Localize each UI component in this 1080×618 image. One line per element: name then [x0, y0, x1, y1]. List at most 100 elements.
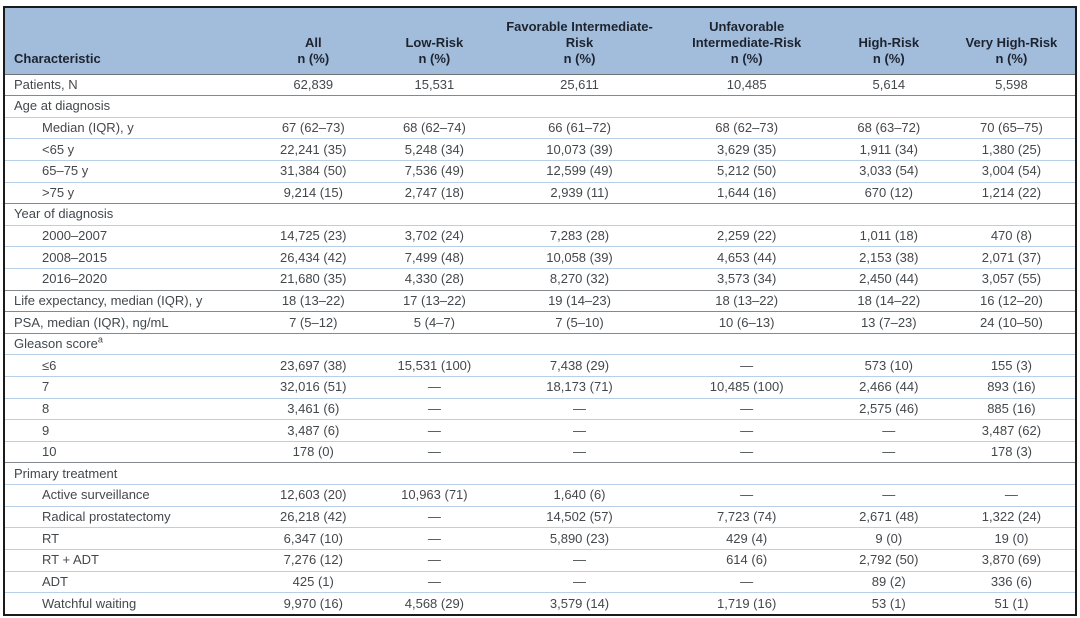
- data-cell: 7,499 (48): [373, 246, 496, 269]
- data-cell: 10,485 (100): [663, 376, 830, 399]
- data-cell: 5,890 (23): [495, 527, 664, 550]
- data-cell: 5 (4–7): [373, 311, 496, 334]
- data-cell: 3,702 (24): [373, 225, 496, 248]
- data-cell: —: [373, 571, 496, 594]
- column-header-high-risk: High-Risk n (%): [829, 8, 948, 75]
- table-row: 2000–2007 14,725 (23) 3,702 (24) 7,283 (28)…: [5, 225, 1075, 248]
- row-label: Primary treatment: [5, 462, 254, 486]
- data-cell: 2,450 (44): [829, 268, 948, 291]
- data-cell: 2,671 (48): [829, 506, 948, 529]
- data-cell: 1,214 (22): [947, 182, 1075, 205]
- data-cell: 32,016 (51): [253, 376, 374, 399]
- data-cell: 155 (3): [947, 354, 1075, 378]
- footnote-marker: a: [97, 334, 103, 345]
- data-cell: 3,487 (62): [947, 419, 1075, 442]
- data-cell: 7,438 (29): [495, 354, 664, 378]
- data-cell: 1,719 (16): [717, 595, 777, 611]
- column-header-all: All n (%): [253, 8, 374, 75]
- data-cell: 12,599 (49): [495, 160, 664, 183]
- data-cell: 1,640 (6): [495, 484, 664, 507]
- data-cell: 7,283 (28): [495, 225, 664, 248]
- data-cell: [829, 333, 948, 356]
- table-row: 7 32,016 (51) —18,173 (71) 10,485 (100) 2,46…: [5, 376, 1075, 399]
- data-cell: —: [495, 398, 664, 421]
- data-cell: 2,466 (44): [829, 376, 948, 399]
- data-cell: 31,384 (50): [253, 160, 374, 183]
- column-label: Low-Risk: [405, 34, 464, 50]
- data-cell: 18,173 (71): [495, 376, 664, 399]
- data-cell: 16 (12–20): [947, 290, 1075, 313]
- data-cell: —: [829, 419, 948, 442]
- row-label: 2008–2015: [5, 246, 254, 269]
- data-cell: 1,011 (18): [829, 225, 948, 248]
- data-cell: 8,270 (32): [495, 268, 664, 291]
- table-row: Radical prostatectomy 26,218 (42) —14,502 …: [5, 506, 1075, 529]
- data-cell: —: [663, 484, 830, 507]
- data-cell: [947, 462, 1075, 486]
- data-cell: [253, 333, 374, 356]
- table-row: Watchful waiting 9,970 (16) 4,568 (29) 3,57…: [5, 593, 1075, 614]
- data-cell: 68 (62–73): [663, 117, 830, 140]
- data-cell: —: [829, 441, 948, 464]
- data-cell: 9,970 (16): [283, 595, 343, 611]
- row-label: ≤6: [5, 354, 254, 378]
- data-cell: [829, 203, 948, 226]
- data-cell: —: [373, 398, 496, 421]
- data-cell: 3,579 (14): [549, 595, 610, 611]
- row-label: Watchful waiting: [42, 595, 137, 611]
- data-cell: [495, 333, 664, 356]
- data-cell: —: [373, 441, 496, 464]
- data-cell: 893 (16): [947, 376, 1075, 399]
- data-cell: [663, 203, 830, 226]
- data-cell: 2,259 (22): [663, 225, 830, 248]
- data-cell: 470 (8): [947, 225, 1075, 248]
- data-cell: 3,870 (69): [947, 549, 1075, 572]
- column-sublabel: n (%): [872, 50, 905, 66]
- data-cell: 10,073 (39): [495, 138, 664, 161]
- data-cell: 9 (0): [829, 527, 948, 550]
- data-cell: 14,502 (57): [495, 506, 664, 529]
- data-cell: 7,723 (74): [663, 506, 830, 529]
- row-label: 2016–2020: [5, 268, 254, 291]
- data-cell: 1,911 (34): [829, 138, 948, 161]
- column-label: Favorable Intermediate-Risk: [506, 18, 653, 50]
- data-cell: 9,214 (15): [253, 182, 374, 205]
- data-cell: 2,939 (11): [495, 182, 664, 205]
- data-cell: 17 (13–22): [373, 290, 496, 313]
- data-cell: [495, 95, 664, 118]
- data-cell: 573 (10): [829, 354, 948, 378]
- data-cell: 22,241 (35): [253, 138, 374, 161]
- data-cell: 4,330 (28): [373, 268, 496, 291]
- data-cell: 7,536 (49): [373, 160, 496, 183]
- data-cell: 7 (5–10): [495, 311, 664, 334]
- table-row: 10 178 (0) — — — —178 (3): [5, 441, 1075, 464]
- row-label: 65–75 y: [5, 160, 254, 183]
- data-cell: —: [495, 571, 664, 594]
- data-cell: 4,568 (29): [404, 595, 465, 611]
- data-cell: 23,697 (38): [253, 354, 374, 378]
- data-cell: 19 (0): [947, 527, 1075, 550]
- row-label: 8: [5, 398, 254, 421]
- data-cell: [829, 462, 948, 486]
- data-cell: —: [947, 484, 1075, 507]
- data-cell: 10,485: [663, 74, 830, 97]
- table-row: Gleason scorea: [5, 333, 1075, 356]
- data-cell: [373, 333, 496, 356]
- data-cell: [495, 203, 664, 226]
- table-row: RT 6,347 (10) —5,890 (23) 429 (4) 9 (0) 19 (0…: [5, 527, 1075, 550]
- data-cell: 62,839: [253, 74, 374, 97]
- table-row: 65–75 y 31,384 (50) 7,536 (49) 12,599 (49) 5…: [5, 160, 1075, 183]
- data-cell: 3,057 (55): [947, 268, 1075, 291]
- data-cell: [495, 462, 664, 486]
- data-cell: [663, 95, 830, 118]
- table-row: 9 3,487 (6) — — — —3,487 (62): [5, 419, 1075, 442]
- table-row: >75 y 9,214 (15) 2,747 (18) 2,939 (11) 1,644…: [5, 182, 1075, 205]
- column-label: Characteristic: [14, 50, 101, 66]
- data-cell: 1,322 (24): [947, 506, 1075, 529]
- row-label: Life expectancy, median (IQR), y: [5, 290, 254, 313]
- data-cell: 89 (2): [829, 571, 948, 594]
- table-body: Patients, N 62,839 15,531 25,611 10,485 5,614…: [5, 74, 1075, 614]
- data-cell: —: [663, 419, 830, 442]
- row-label: >75 y: [5, 182, 254, 205]
- row-label: Gleason scorea: [5, 333, 254, 356]
